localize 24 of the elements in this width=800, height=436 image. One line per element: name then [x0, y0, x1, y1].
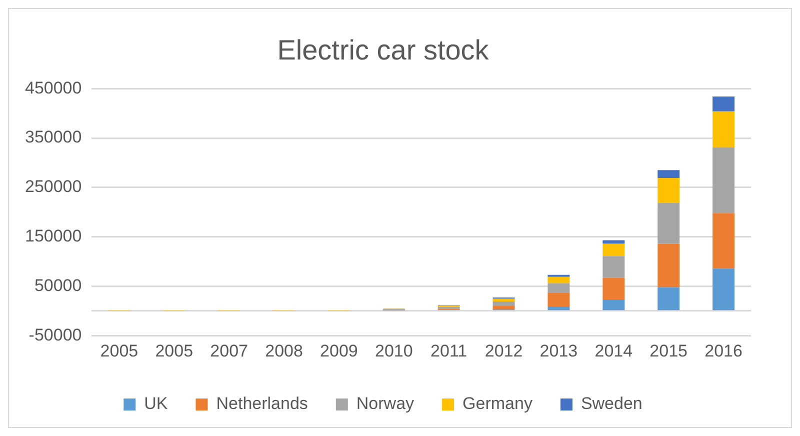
x-tick-label: 2005 — [155, 341, 194, 360]
x-tick-label: 2008 — [265, 341, 303, 360]
x-tick-label: 2012 — [484, 341, 523, 360]
x-tick-label: 2016 — [704, 341, 742, 360]
x-tick-label: 2005 — [100, 341, 138, 360]
legend-label: Germany — [462, 394, 533, 414]
y-tick-label: -50000 — [28, 325, 82, 344]
y-tick-label: 250000 — [24, 177, 82, 196]
x-tick-label: 2010 — [374, 341, 413, 360]
y-tick-label: 350000 — [24, 128, 82, 147]
y-tick-label: 50000 — [34, 276, 82, 295]
legend-label: UK — [144, 394, 168, 414]
x-tick-label: 2009 — [320, 341, 358, 360]
x-tick-label: 2013 — [540, 341, 578, 360]
legend-label: Netherlands — [216, 394, 308, 414]
x-tick-label: 2007 — [210, 341, 248, 360]
y-tick-label: 450000 — [24, 78, 82, 98]
y-tick-label: 150000 — [24, 226, 82, 246]
x-tick-label: 2015 — [650, 341, 688, 360]
x-tick-label: 2011 — [430, 341, 468, 360]
x-tick-label: 2014 — [594, 341, 633, 360]
legend-label: Sweden — [580, 394, 642, 414]
chart-title: Electric car stock — [277, 34, 490, 66]
legend-label: Norway — [356, 394, 415, 414]
